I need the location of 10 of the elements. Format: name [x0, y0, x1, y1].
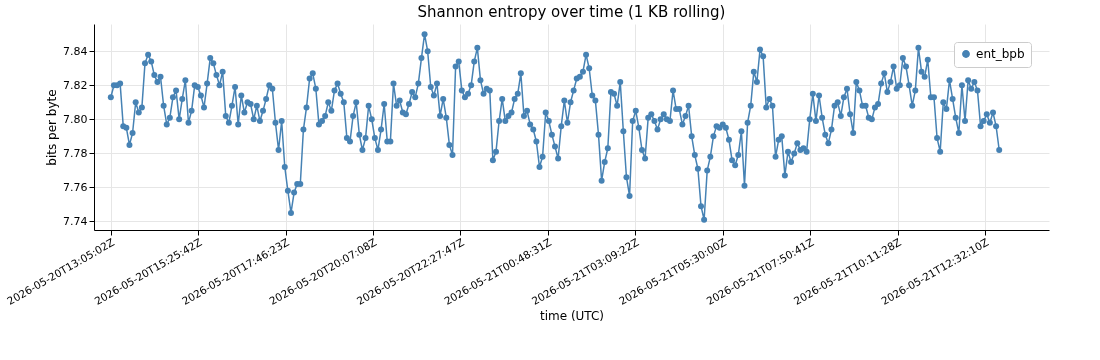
y-tick-label: 7.80 — [63, 112, 88, 126]
x-axis-title: time (UTC) — [539, 309, 605, 324]
y-axis-title: bits per byte — [45, 89, 60, 166]
chart-title: Shannon entropy over time (1 KB rolling) — [417, 3, 726, 21]
legend-label: ent_bpb — [976, 47, 1025, 61]
y-tick-label: 7.76 — [63, 180, 88, 194]
y-tick-label: 7.84 — [63, 44, 88, 58]
y-tick-label: 7.82 — [63, 78, 88, 92]
y-tick-label: 7.74 — [63, 214, 88, 228]
y-tick-label: 7.78 — [63, 146, 88, 160]
